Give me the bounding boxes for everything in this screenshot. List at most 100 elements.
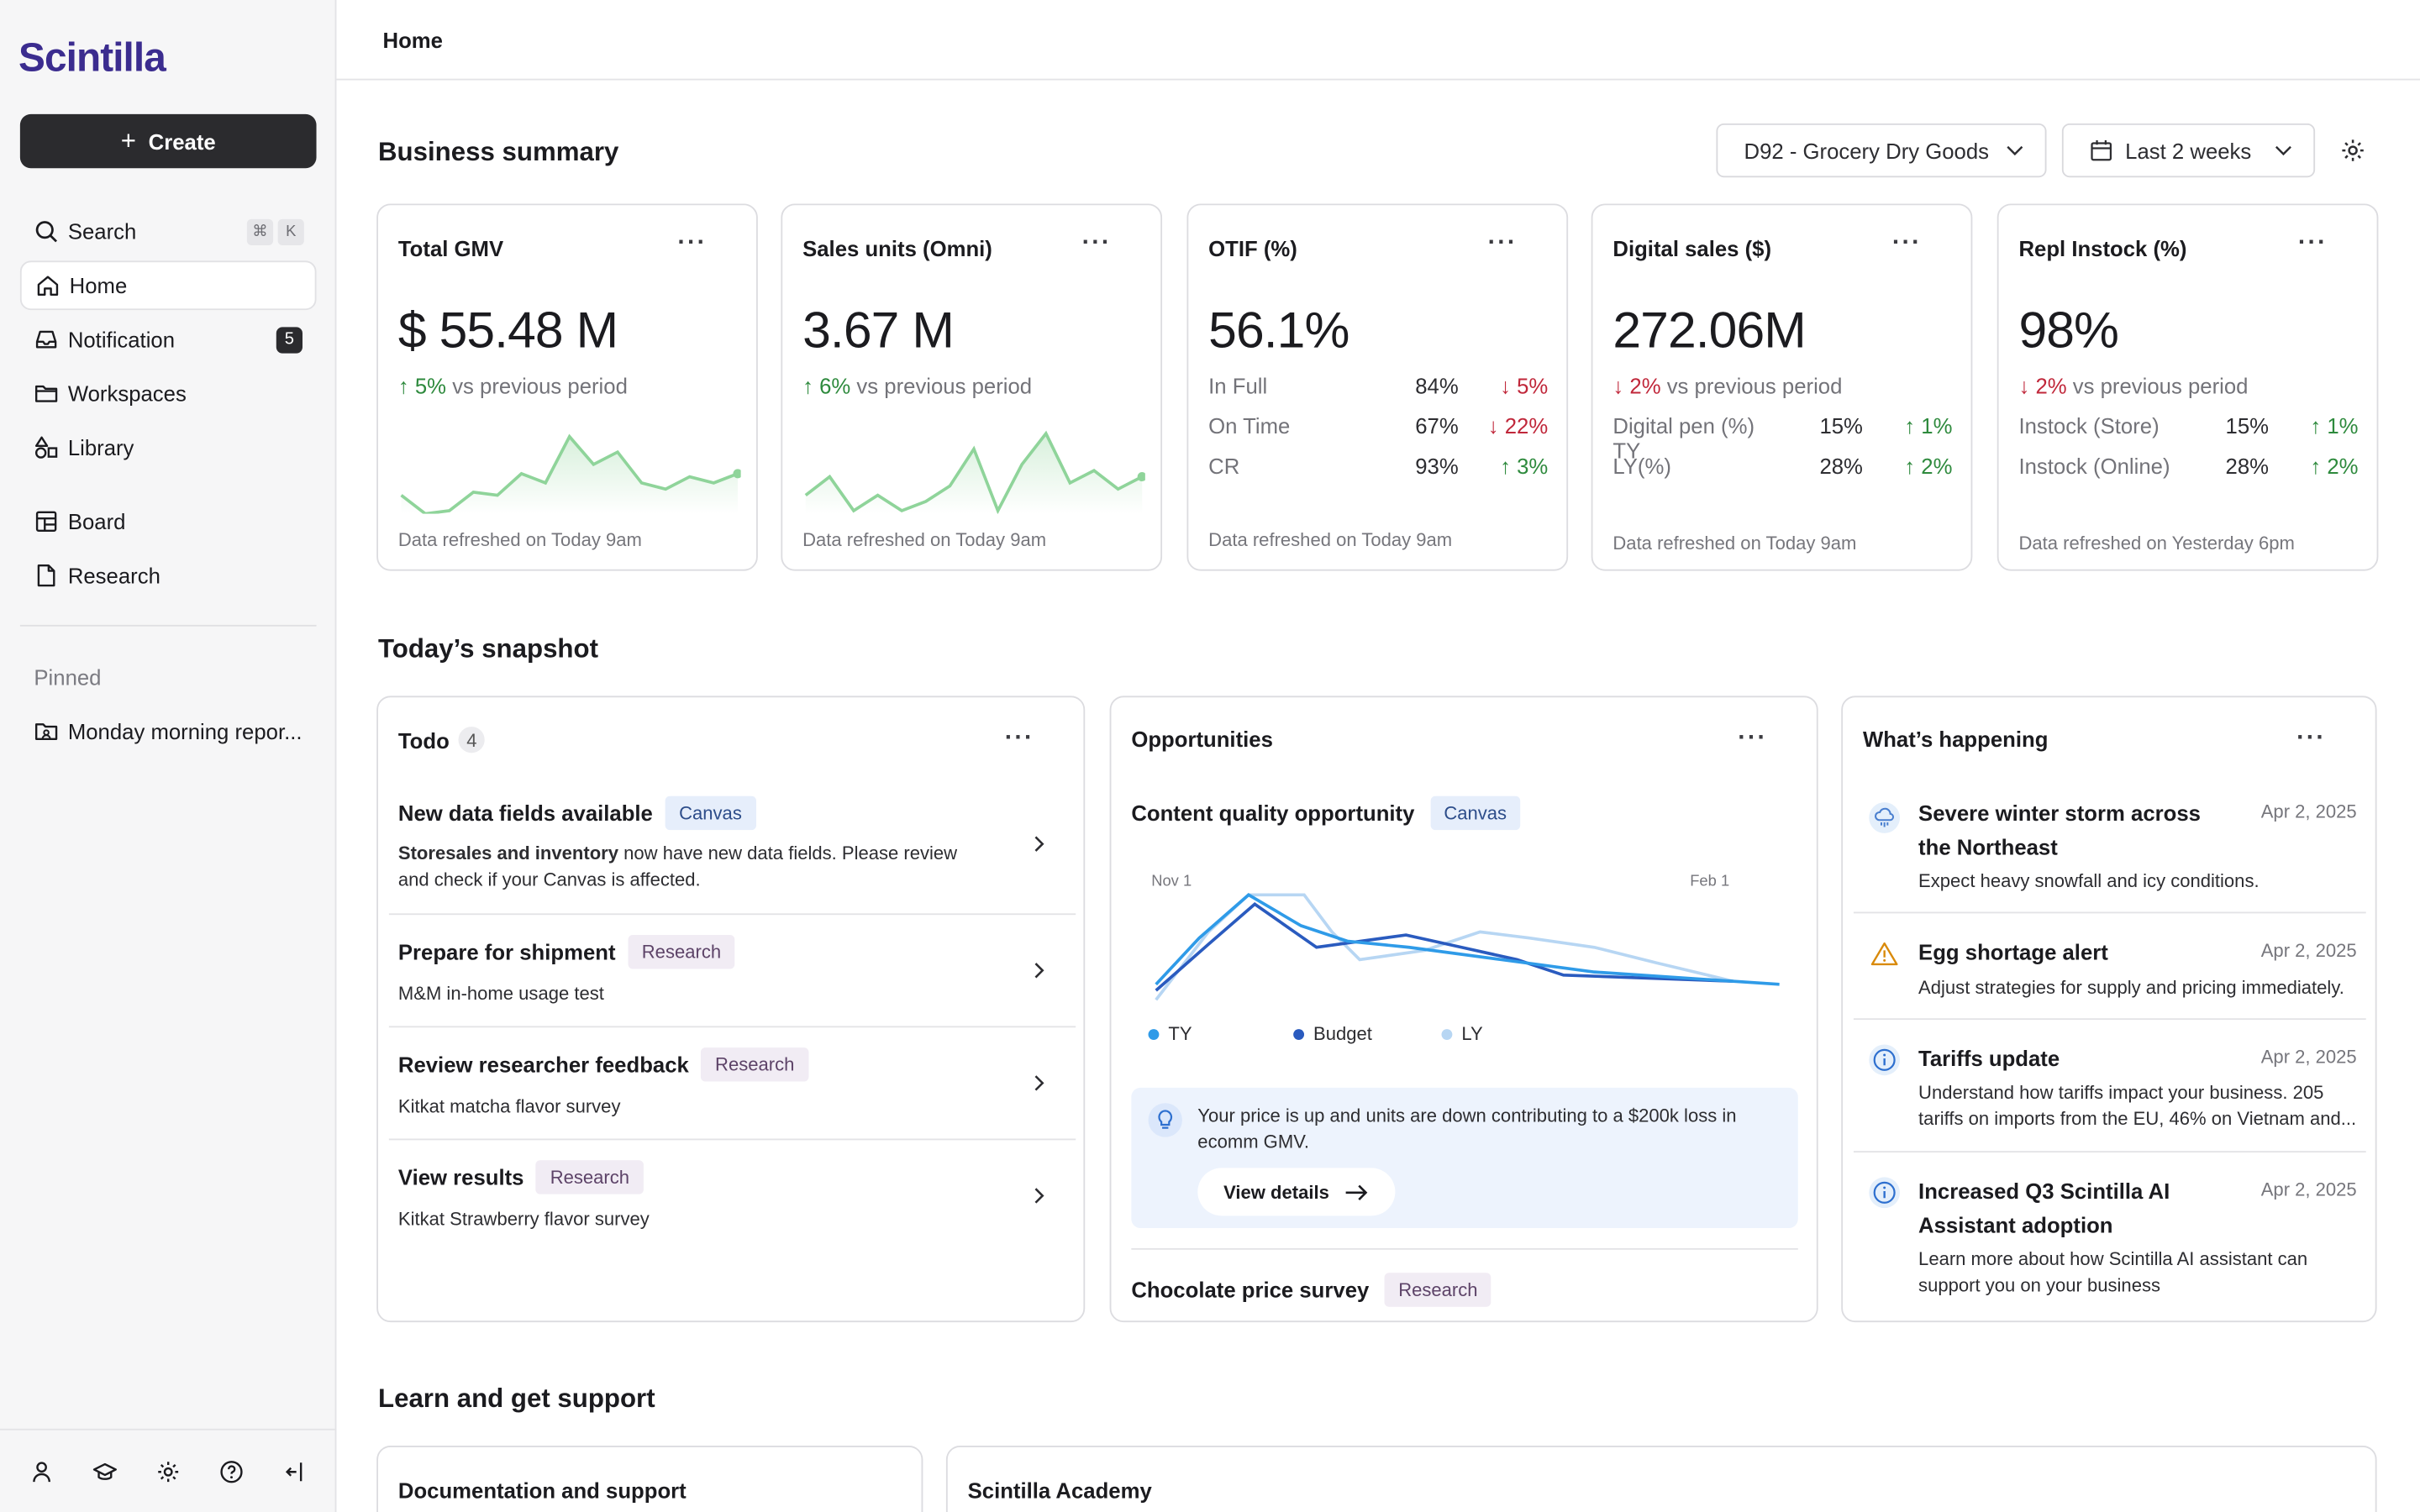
arrow-up-icon: ↑ [1904,413,1922,438]
collapse-sidebar-icon[interactable] [283,1459,308,1483]
todo-item[interactable]: View results Research Kitkat Strawberry f… [389,1140,1076,1252]
arrow-up-icon: ↑ [2310,454,2328,479]
kpi-card-total-gmv[interactable]: Total GMV ··· $ 55.48 M ↑ 5% vs previous… [376,203,758,571]
sidebar-item-workspaces[interactable]: Workspaces [20,369,317,418]
gear-icon[interactable] [155,1459,180,1483]
sidebar-item-home[interactable]: Home [19,260,317,311]
summary-settings-icon[interactable] [2339,137,2365,163]
todo-item[interactable]: Review researcher feedback Research Kitka… [388,1027,1076,1141]
more-options-icon[interactable]: ··· [1004,725,1034,752]
more-options-icon[interactable]: ··· [1487,229,1518,256]
news-item[interactable]: Egg shortage alert Apr 2, 2025 Adjust st… [1853,913,2366,1021]
learn-card-academy[interactable]: Scintilla Academy [945,1446,2377,1512]
todo-item-title: Prepare for shipment [397,939,616,964]
canvas-tag: Canvas [665,795,756,831]
legend-label: LY [1461,1022,1483,1045]
create-button[interactable]: + Create [19,113,317,169]
more-options-icon[interactable]: ··· [677,229,708,256]
date-range-filter[interactable]: Last 2 weeks [2061,123,2316,178]
view-details-button[interactable]: View details [1197,1168,1396,1216]
news-item[interactable]: Tariffs update Apr 2, 2025 Understand ho… [1853,1020,2366,1153]
research-tag: Research [1384,1273,1492,1307]
search-nav-item[interactable]: Search ⌘ K [20,207,317,256]
kpi-row-label: Instock (Store) [2018,413,2160,438]
more-options-icon[interactable]: ··· [1891,229,1922,256]
more-options-icon[interactable]: ··· [1081,229,1112,256]
business-summary-title: Business summary [378,137,619,167]
todo-item-title: Review researcher feedback [397,1052,689,1078]
academy-icon[interactable] [92,1459,117,1483]
kpi-change-suffix: vs previous period [856,373,1033,398]
kpi-footer: Data refreshed on Today 9am [397,529,642,551]
help-icon[interactable] [219,1459,244,1483]
kpi-change: ↓ 2% vs previous period [1612,373,1842,397]
sidebar-item-label: Library [67,434,134,460]
more-options-icon[interactable]: ··· [1738,725,1768,752]
news-item[interactable]: Increased Q3 Scintilla AI Assistant adop… [1854,1152,2366,1320]
learn-title: Learn and get support [378,1383,655,1414]
warning-icon [1869,938,1900,969]
sidebar-item-notification[interactable]: Notification 5 [20,315,317,365]
arrow-down-icon: ↓ [1487,413,1505,438]
kpi-card-repl-instock[interactable]: Repl Instock (%) ··· 98% ↓ 2% vs previou… [1996,203,2379,571]
opportunity-item-header[interactable]: Content quality opportunity Canvas [1131,795,1521,831]
chevron-right-icon [1034,963,1044,979]
budget-series-line [1155,902,1733,992]
home-icon [37,276,59,297]
department-filter[interactable]: D92 - Grocery Dry Goods [1716,123,2047,178]
kpi-change-suffix: vs previous period [452,373,628,398]
todo-item[interactable]: New data fields available Canvas Storesal… [388,785,1076,916]
pinned-item[interactable]: Monday morning repor... [20,706,317,756]
sidebar-item-board[interactable]: Board [20,496,317,546]
kpi-footer: Data refreshed on Today 9am [1612,532,1857,554]
kpi-row-change-value: 3% [1517,454,1549,479]
news-item[interactable]: Severe winter storm across the Northeast… [1853,787,2366,914]
kpi-breakdown: Instock (Store) 15% ↑ 1% Instock (Online) 2… [2018,413,2358,494]
kpi-footer: Data refreshed on Yesterday 6pm [2018,532,2295,554]
kpi-change-value: 5% [414,373,447,398]
chevron-down-icon [2007,145,2023,156]
arrow-up-icon: ↑ [2310,413,2328,438]
date-range-value: Last 2 weeks [2125,138,2252,163]
opportunity-item-header[interactable]: Chocolate price survey Research [1131,1273,1492,1307]
todo-item[interactable]: Prepare for shipment Research M&M in-home… [388,915,1076,1028]
todo-title: Todo 4 [398,727,486,753]
research-tag: Research [701,1047,808,1082]
sidebar-footer [0,1428,337,1512]
calendar-icon [2091,140,2112,161]
kpi-row-change-value: 1% [1921,413,1953,438]
kpi-row-change: ↑ 3% [1459,454,1549,479]
k-key: K [277,218,304,245]
kpi-card-otif[interactable]: OTIF (%) ··· 56.1% In Full 84% ↓ 5% On Tim… [1186,203,1569,571]
plus-icon: + [120,126,136,156]
kpi-row-change: ↑ 2% [1863,454,1953,479]
divider [1131,1247,1798,1250]
kpi-value: 56.1% [1208,301,1349,359]
news-date: Apr 2, 2025 [2260,1179,2357,1200]
kpi-row-label: LY(%) [1612,454,1671,479]
user-icon[interactable] [29,1459,53,1483]
sidebar-item-library[interactable]: Library [20,423,317,472]
opportunity-insight: Your price is up and units are down cont… [1131,1087,1798,1229]
kpi-card-digital-sales[interactable]: Digital sales ($) ··· 272.06M ↓ 2% vs pr… [1591,203,1973,571]
kpi-card-sales-units[interactable]: Sales units (Omni) ··· 3.67 M ↑ 6% vs pr… [781,203,1163,571]
app-logo[interactable]: Scintilla [18,34,166,81]
sidebar-item-label: Notification [67,327,176,352]
legend-label: Budget [1313,1022,1372,1045]
todo-item-header: View results Research [398,1160,644,1194]
todo-item-title: View results [397,1164,524,1190]
kpi-title: Sales units (Omni) [802,236,992,261]
todo-item-desc: Kitkat Strawberry flavor survey [397,1208,650,1230]
news-date: Apr 2, 2025 [2260,801,2357,822]
chart-legend: TY Budget LY [1148,1022,1483,1045]
todo-item-desc-bold: Storesales and inventory [397,842,619,864]
kpi-footer: Data refreshed on Today 9am [1208,529,1453,551]
sidebar-item-research[interactable]: Research [20,551,317,601]
news-desc: Learn more about how Scintilla AI assist… [1918,1247,2308,1296]
more-options-icon[interactable]: ··· [2296,725,2326,752]
kpi-row-change-value: 1% [2327,413,2359,438]
more-options-icon[interactable]: ··· [2297,229,2328,256]
kpi-row-change-value: 2% [1921,454,1953,479]
shapes-icon [34,436,58,459]
learn-card-documentation[interactable]: Documentation and support [376,1446,923,1512]
